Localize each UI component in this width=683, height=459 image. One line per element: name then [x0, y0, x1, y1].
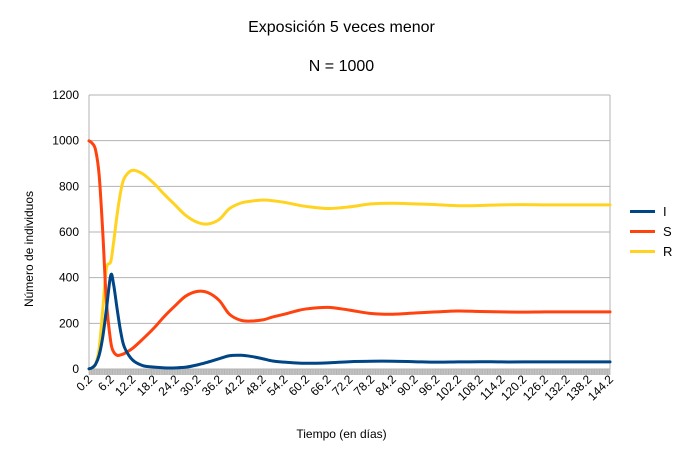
- series-line-i: [87, 272, 612, 371]
- series-line-r: [87, 168, 612, 371]
- legend-label-s: S: [663, 223, 672, 239]
- legend-swatch-r: [630, 249, 655, 253]
- x-tick-label: 78.2: [351, 372, 378, 399]
- legend-label-r: R: [663, 243, 673, 259]
- y-axis-label: Número de individuos: [22, 190, 36, 308]
- x-tick-label: 144.2: [585, 372, 616, 403]
- legend-item-s: S: [630, 221, 672, 241]
- x-tick-label: 48.2: [242, 372, 269, 399]
- y-tick-label: 200: [59, 316, 79, 330]
- x-tick-label: 66.2: [307, 372, 334, 399]
- legend: I S R: [630, 201, 672, 261]
- y-tick-label: 0: [72, 362, 79, 376]
- x-tick-label: 30.2: [177, 372, 204, 399]
- x-tick-label: 72.2: [329, 372, 356, 399]
- x-tick-label: 12.2: [112, 372, 139, 399]
- y-tick-label: 600: [59, 225, 79, 239]
- legend-item-i: I: [630, 201, 672, 221]
- series-line-s: [87, 139, 612, 357]
- chart-title: Exposición 5 veces menor: [248, 19, 435, 36]
- x-tick-label: 42.2: [221, 372, 248, 399]
- y-tick-label: 800: [59, 179, 79, 193]
- x-tick-label: 60.2: [286, 372, 313, 399]
- x-tick-label: 84.2: [373, 372, 400, 399]
- y-tick-label: 1000: [52, 134, 79, 148]
- legend-label-i: I: [663, 203, 667, 219]
- x-tick-label: 54.2: [264, 372, 291, 399]
- x-tick-label: 24.2: [156, 372, 183, 399]
- legend-item-r: R: [630, 241, 672, 261]
- x-axis-label: Tiempo (en días): [296, 427, 387, 441]
- legend-swatch-i: [630, 209, 655, 213]
- legend-swatch-s: [630, 229, 655, 233]
- y-tick-label: 400: [59, 271, 79, 285]
- x-tick-label: 90.2: [394, 372, 421, 399]
- x-tick-label: 36.2: [199, 372, 226, 399]
- x-tick-label: 18.2: [134, 372, 161, 399]
- y-tick-label: 1200: [52, 88, 79, 102]
- chart-subtitle: N = 1000: [308, 58, 375, 75]
